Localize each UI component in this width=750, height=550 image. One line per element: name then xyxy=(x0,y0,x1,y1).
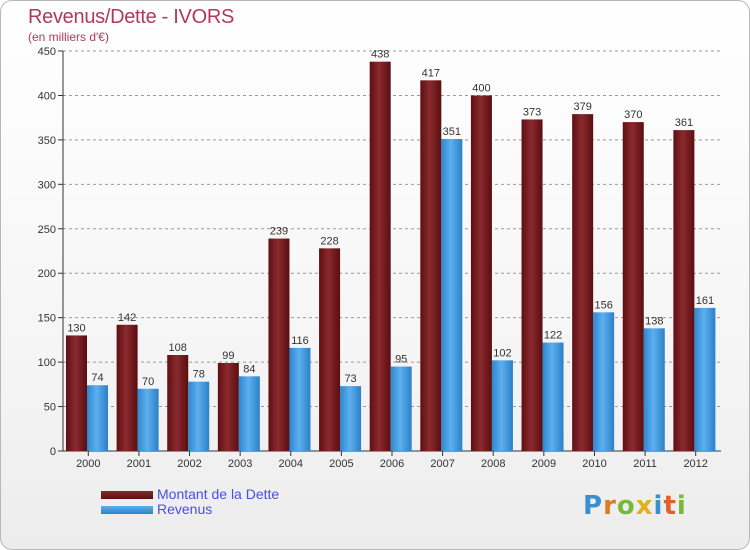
value-label-debt: 400 xyxy=(472,82,490,94)
x-tick-label: 2010 xyxy=(582,458,606,470)
y-tick-label: 50 xyxy=(44,402,56,414)
bar-revenue xyxy=(643,328,665,451)
value-label-revenue: 74 xyxy=(91,372,103,384)
value-label-revenue: 138 xyxy=(645,315,663,327)
value-label-debt: 228 xyxy=(320,235,338,247)
bar-debt xyxy=(622,122,644,451)
bar-debt xyxy=(217,363,239,451)
legend-swatch-debt xyxy=(101,491,153,499)
value-label-revenue: 70 xyxy=(142,376,154,388)
bar-revenue xyxy=(188,381,210,451)
bar-revenue xyxy=(593,312,615,451)
value-label-revenue: 84 xyxy=(243,363,255,375)
logo-letter: r xyxy=(603,491,617,521)
value-label-debt: 108 xyxy=(169,342,187,354)
x-tick-label: 2000 xyxy=(76,458,100,470)
y-tick-label: 300 xyxy=(38,179,56,191)
bar-debt xyxy=(369,61,391,452)
bar-revenue xyxy=(441,139,463,451)
logo-letter: t xyxy=(663,491,677,521)
bar-revenue xyxy=(491,360,513,451)
bar-debt xyxy=(319,248,341,451)
bar-revenue xyxy=(289,347,311,451)
x-tick-label: 2007 xyxy=(430,458,454,470)
x-tick-label: 2006 xyxy=(380,458,404,470)
y-tick-label: 350 xyxy=(38,135,56,147)
bar-debt xyxy=(572,114,594,451)
bar-revenue xyxy=(542,342,564,451)
value-label-revenue: 351 xyxy=(443,126,461,138)
value-label-revenue: 73 xyxy=(344,373,356,385)
bar-debt xyxy=(167,355,189,451)
legend-label-revenue: Revenus xyxy=(157,501,213,517)
value-label-revenue: 116 xyxy=(291,335,309,347)
value-label-debt: 142 xyxy=(118,312,136,324)
x-tick-label: 2012 xyxy=(683,458,707,470)
logo-letter: o xyxy=(616,491,636,521)
value-label-revenue: 156 xyxy=(594,299,612,311)
logo-letter: i xyxy=(653,491,664,521)
x-tick-label: 2005 xyxy=(329,458,353,470)
bar-revenue xyxy=(340,386,362,451)
bar-debt xyxy=(66,335,87,451)
value-label-debt: 438 xyxy=(371,49,389,61)
bar-debt xyxy=(420,80,442,451)
x-tick-label: 2011 xyxy=(633,458,657,470)
y-tick-label: 200 xyxy=(38,268,56,280)
logo-letter: P xyxy=(583,491,604,521)
value-label-debt: 417 xyxy=(422,67,440,79)
bar-debt xyxy=(521,119,543,451)
value-label-revenue: 78 xyxy=(193,369,205,381)
legend-swatch-revenue xyxy=(101,506,153,514)
bar-debt xyxy=(268,238,290,451)
bar-revenue xyxy=(238,376,260,451)
chart-subtitle: (en milliers d'€) xyxy=(28,30,109,44)
x-tick-label: 2001 xyxy=(127,458,151,470)
logo-letter: x xyxy=(635,491,654,521)
chart-title: Revenus/Dette - IVORS xyxy=(28,6,235,28)
x-tick-label: 2009 xyxy=(532,458,556,470)
x-tick-label: 2002 xyxy=(177,458,201,470)
value-label-revenue: 161 xyxy=(696,295,714,307)
value-label-debt: 130 xyxy=(67,322,85,334)
legend-label-debt: Montant de la Dette xyxy=(157,486,280,502)
bar-revenue xyxy=(694,307,716,451)
value-label-debt: 239 xyxy=(270,226,288,238)
value-label-revenue: 102 xyxy=(493,347,511,359)
value-label-debt: 379 xyxy=(573,101,591,113)
value-label-debt: 373 xyxy=(523,106,541,118)
y-tick-label: 0 xyxy=(50,446,56,458)
bar-revenue xyxy=(390,366,412,451)
x-tick-label: 2004 xyxy=(279,458,303,470)
value-label-debt: 361 xyxy=(675,117,693,129)
proxiti-logo: Proxiti xyxy=(583,491,687,521)
x-tick-label: 2003 xyxy=(228,458,252,470)
value-label-debt: 99 xyxy=(222,350,234,362)
x-tick-label: 2008 xyxy=(481,458,505,470)
y-tick-label: 400 xyxy=(38,90,56,102)
value-label-revenue: 95 xyxy=(395,354,407,366)
y-tick-label: 100 xyxy=(38,357,56,369)
bar-revenue xyxy=(87,385,108,451)
bar-debt xyxy=(116,324,138,451)
value-label-revenue: 122 xyxy=(544,330,562,342)
y-tick-label: 450 xyxy=(38,46,56,58)
y-tick-label: 250 xyxy=(38,224,56,236)
value-label-debt: 370 xyxy=(624,109,642,121)
bar-revenue xyxy=(137,388,159,451)
y-tick-label: 150 xyxy=(38,313,56,325)
logo-letter: i xyxy=(676,491,687,521)
bar-debt xyxy=(470,95,492,451)
bar-debt xyxy=(673,130,695,451)
